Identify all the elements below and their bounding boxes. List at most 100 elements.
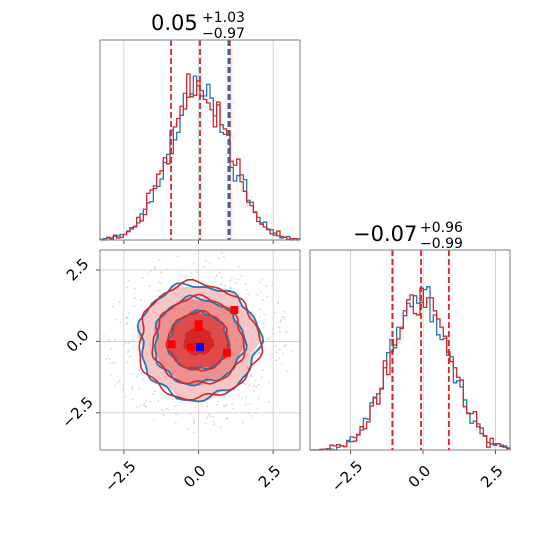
sample-point [259, 308, 262, 311]
sample-point [131, 387, 133, 390]
sample-point [237, 265, 240, 268]
sample-point [114, 338, 116, 341]
sample-point [160, 282, 162, 285]
marker-red [222, 348, 231, 357]
sample-point [245, 395, 248, 398]
sample-point [161, 409, 163, 412]
sample-point [273, 311, 276, 314]
sample-point [153, 267, 156, 270]
sample-point [248, 402, 251, 405]
sample-point [261, 299, 264, 302]
sample-point [126, 286, 129, 289]
sample-point [154, 265, 156, 268]
sample-point [252, 390, 255, 392]
sample-point [119, 321, 122, 324]
sample-point [204, 260, 207, 262]
sample-point [175, 412, 178, 415]
sample-point [256, 407, 259, 410]
sample-point [174, 421, 177, 424]
sample-point [176, 255, 179, 258]
sample-point [257, 397, 260, 400]
sample-point [231, 403, 233, 405]
sample-point [266, 338, 269, 340]
sample-point [275, 344, 277, 347]
x-tick-label: −2.5 [101, 457, 139, 495]
sample-point [234, 278, 237, 280]
y-tick-label: 2.5 [63, 255, 93, 285]
x-tick-label: 0.0 [405, 462, 435, 492]
y-tick-label: −2.5 [58, 393, 96, 431]
sample-point [138, 387, 141, 390]
sample-point [258, 281, 261, 283]
sample-point [260, 290, 262, 293]
sample-point [262, 326, 265, 329]
sample-point [139, 299, 142, 302]
sample-point [235, 282, 238, 285]
sample-point [136, 375, 138, 378]
sample-point [244, 383, 247, 386]
sample-point [138, 369, 141, 372]
sample-point [158, 259, 161, 261]
sample-point [212, 415, 215, 418]
sample-point [260, 376, 263, 378]
sample-point [167, 408, 170, 411]
sample-point [141, 403, 144, 406]
sample-point [150, 269, 152, 272]
sample-point [277, 302, 280, 304]
sample-point [262, 369, 264, 372]
sample-point [258, 315, 261, 318]
x-tick-label: 2.5 [477, 462, 507, 492]
sample-point [142, 378, 145, 380]
histogram-blue [310, 286, 511, 451]
sample-point [241, 421, 244, 424]
title-param1-minus: −0.97 [202, 26, 245, 42]
sample-point [267, 401, 270, 404]
sample-point [220, 252, 223, 254]
sample-point [139, 404, 142, 407]
sample-point [230, 277, 233, 280]
sample-point [255, 411, 257, 414]
sample-point [222, 255, 225, 258]
sample-point [275, 351, 278, 354]
sample-point [241, 397, 243, 400]
contour-line-blue [136, 282, 265, 403]
sample-point [237, 393, 240, 396]
sample-point [135, 406, 138, 409]
sample-point [203, 266, 206, 268]
sample-point [278, 357, 280, 360]
sample-point [240, 274, 243, 277]
sample-point [274, 359, 277, 362]
sample-point [157, 400, 160, 403]
marker-red [187, 343, 196, 352]
sample-point [277, 326, 280, 328]
sample-point [284, 331, 287, 334]
panel-frame [309, 249, 511, 451]
sample-point [126, 316, 129, 319]
sample-point [152, 419, 155, 422]
sample-point [284, 345, 286, 348]
marker-red [230, 306, 239, 314]
sample-point [248, 383, 251, 386]
sample-point [229, 286, 232, 289]
sample-point [124, 342, 127, 345]
sample-point [181, 284, 184, 287]
sample-point [192, 422, 195, 425]
sample-point [111, 305, 114, 308]
sample-point [226, 393, 229, 396]
sample-point [206, 416, 208, 419]
sample-point [256, 294, 259, 296]
panel-joint-contour [96, 249, 301, 454]
sample-point [165, 407, 168, 410]
sample-point [268, 381, 270, 384]
marker-red [167, 340, 176, 349]
sample-point [117, 381, 119, 384]
sample-point [174, 405, 177, 408]
sample-point [160, 271, 162, 274]
sample-point [280, 363, 283, 366]
sample-point [154, 390, 156, 393]
sample-point [278, 348, 281, 351]
sample-point [231, 407, 234, 410]
sample-point [196, 271, 199, 273]
sample-point [208, 261, 211, 264]
